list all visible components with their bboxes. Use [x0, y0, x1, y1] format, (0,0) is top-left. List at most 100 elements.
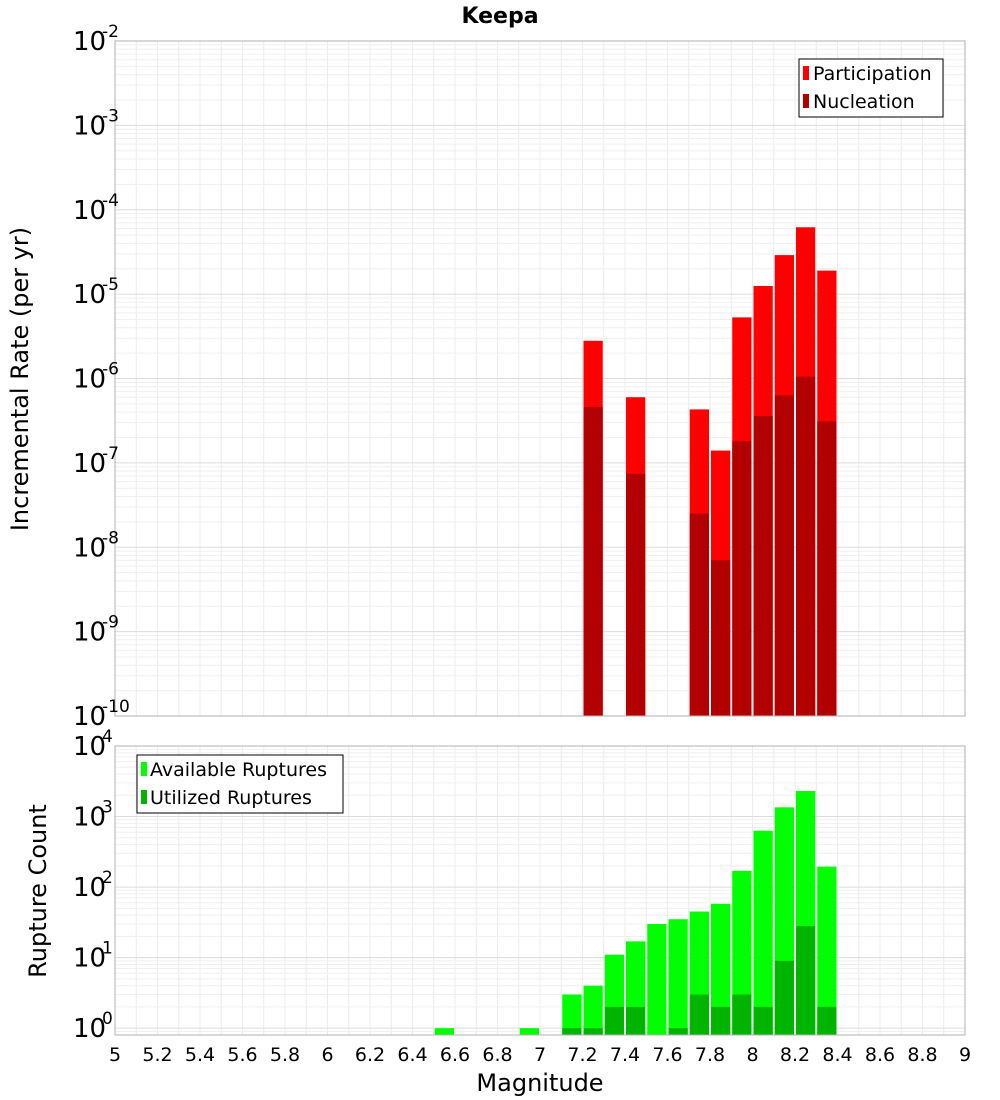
magnitude-tick-label: 5.8 [270, 1044, 300, 1066]
available-ruptures-bar [732, 870, 752, 1035]
utilized-ruptures-bar [732, 994, 752, 1035]
magnitude-tick-label: 5.6 [227, 1044, 257, 1066]
rate-y-tick-label: 10 [73, 702, 106, 732]
available-ruptures-bar [583, 985, 603, 1035]
magnitude-tick-label: 6.8 [482, 1044, 512, 1066]
count-y-tick-exponent: 4 [102, 727, 113, 747]
magnitude-tick-label: 8.2 [780, 1044, 810, 1066]
rate-y-tick-exponent: -7 [102, 444, 119, 464]
available-legend-label: Available Ruptures [150, 759, 327, 781]
rate-y-tick-label: 10 [73, 111, 106, 141]
utilized-ruptures-bar [753, 1006, 773, 1035]
participation-legend-swatch [803, 66, 809, 80]
available-ruptures-bar [817, 866, 837, 1035]
nucleation-bar [774, 395, 794, 716]
rate-y-tick-label: 10 [73, 365, 106, 395]
magnitude-tick-label: 7.2 [567, 1044, 597, 1066]
magnitude-tick-label: 7.4 [610, 1044, 640, 1066]
nucleation-bar [626, 473, 646, 716]
utilized-ruptures-bar [711, 1006, 731, 1035]
count-y-tick-label: 10 [73, 944, 106, 974]
available-legend-swatch [141, 762, 147, 776]
nucleation-bar [689, 513, 709, 716]
chart-title: Keepa [461, 4, 538, 29]
nucleation-bar [583, 406, 603, 716]
utilized-ruptures-bar [774, 960, 794, 1035]
rate-y-tick-label: 10 [73, 196, 106, 226]
magnitude-tick-label: 8.8 [907, 1044, 937, 1066]
rate-bars [583, 227, 837, 716]
rate-y-tick-exponent: -2 [102, 22, 119, 42]
utilized-ruptures-bar [626, 1006, 646, 1035]
magnitude-tick-label: 7 [534, 1044, 546, 1066]
utilized-ruptures-bar [562, 1028, 582, 1035]
count-y-tick-label: 10 [73, 732, 106, 762]
nucleation-bar [732, 441, 752, 716]
magnitude-tick-label: 6.4 [397, 1044, 427, 1066]
magnitude-tick-label: 8.6 [865, 1044, 895, 1066]
count-y-tick-label: 10 [73, 803, 106, 833]
magnitude-x-axis-label: Magnitude [476, 1069, 603, 1097]
magnitude-tick-label: 5.2 [142, 1044, 172, 1066]
utilized-ruptures-bar [668, 1028, 688, 1035]
count-legend-box [136, 754, 344, 814]
count-y-tick-label: 10 [73, 873, 106, 903]
utilized-ruptures-bar [583, 1028, 603, 1035]
rate-gridlines [114, 40, 966, 717]
count-y-tick-exponent: 2 [102, 868, 113, 888]
count-y-tick-exponent: 3 [102, 798, 113, 818]
available-ruptures-bar [647, 923, 667, 1035]
rate-y-tick-exponent: -9 [102, 613, 119, 633]
rate-y-tick-label: 10 [73, 280, 106, 310]
utilized-legend-swatch [141, 790, 147, 804]
rate-y-tick-exponent: -5 [102, 275, 119, 295]
magnitude-x-ticks: 5 5.2 5.4 5.6 5.8 6 6.2 6.4 6.6 6.8 7 7.2 7.4 7.6 7.8 8… [109, 1044, 971, 1066]
rate-y-tick-label: 10 [73, 27, 106, 57]
rate-y-axis-label: Incremental Rate (per yr) [6, 227, 34, 531]
magnitude-tick-label: 8 [746, 1044, 758, 1066]
count-bars [434, 791, 837, 1035]
utilized-ruptures-bar [817, 1006, 837, 1035]
nucleation-bar [796, 376, 816, 716]
magnitude-tick-label: 5 [109, 1044, 121, 1066]
rate-y-tick-exponent: -8 [102, 528, 119, 548]
available-ruptures-bar [519, 1028, 539, 1035]
nucleation-bar [753, 415, 773, 716]
magnitude-tick-label: 5.4 [185, 1044, 215, 1066]
magnitude-tick-label: 8.4 [822, 1044, 852, 1066]
rate-y-tick-label: 10 [73, 533, 106, 563]
utilized-ruptures-bar [796, 926, 816, 1035]
nucleation-bar [711, 560, 731, 716]
count-legend: Available Ruptures Utilized Ruptures [136, 754, 344, 814]
magnitude-tick-label: 6.6 [440, 1044, 470, 1066]
magnitude-tick-label: 7.8 [695, 1044, 725, 1066]
magnitude-tick-label: 9 [959, 1044, 971, 1066]
rate-legend-box [798, 58, 944, 118]
nucleation-legend-swatch [803, 94, 809, 108]
rate-plot-frame [114, 40, 966, 717]
count-y-axis-label: Rupture Count [24, 804, 52, 978]
rate-y-tick-exponent: -10 [102, 697, 130, 717]
utilized-ruptures-bar [604, 1006, 624, 1035]
count-y-tick-exponent: 1 [102, 939, 113, 959]
count-plot-frame [114, 745, 966, 1036]
nucleation-bar [817, 421, 837, 716]
rate-legend: Participation Nucleation [798, 58, 944, 118]
available-ruptures-bar [434, 1028, 454, 1035]
count-y-tick-label: 10 [73, 1014, 106, 1044]
rate-y-tick-exponent: -6 [102, 360, 119, 380]
available-ruptures-bar [753, 830, 773, 1035]
magnitude-tick-label: 7.6 [652, 1044, 682, 1066]
utilized-legend-label: Utilized Ruptures [150, 787, 312, 809]
participation-legend-label: Participation [813, 63, 932, 85]
utilized-ruptures-bar [689, 994, 709, 1035]
available-ruptures-bar [668, 919, 688, 1035]
magnitude-tick-label: 6 [321, 1044, 333, 1066]
available-ruptures-bar [562, 994, 582, 1035]
rate-y-tick-label: 10 [73, 618, 106, 648]
